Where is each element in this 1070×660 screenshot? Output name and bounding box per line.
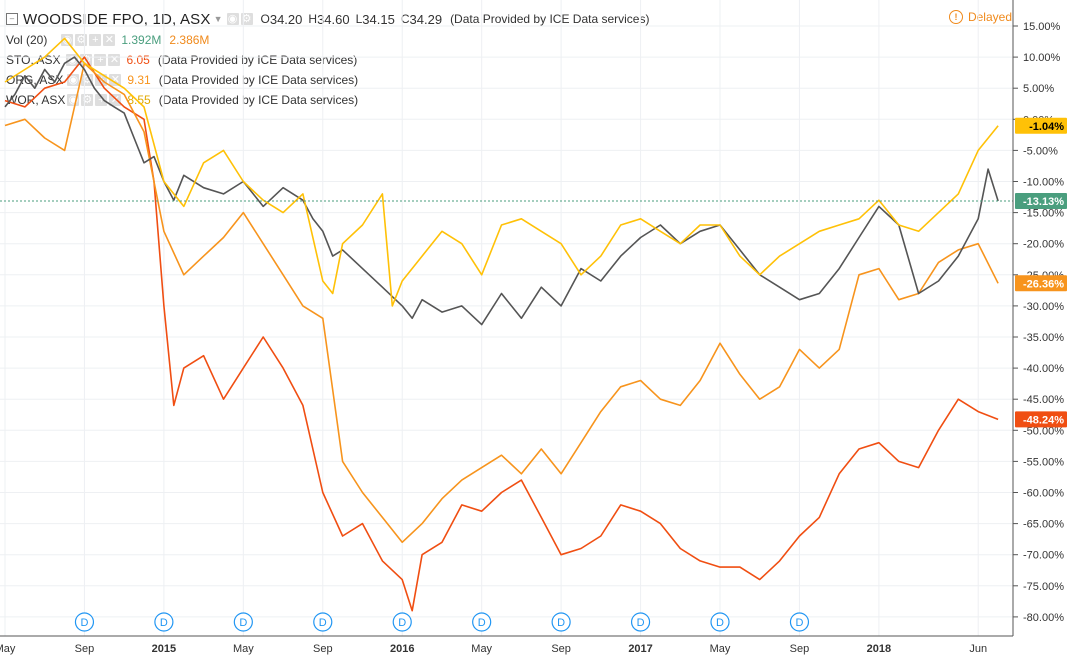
x-tick-label: 2018 (867, 643, 891, 655)
dividend-markers: DDDDDDDDDD (75, 613, 808, 631)
x-tick-label: May (710, 643, 731, 655)
dividend-letter: D (478, 617, 486, 629)
dividend-marker: D (473, 613, 491, 631)
last-value-label: -1.04% (1029, 121, 1064, 133)
x-tick-label: 2017 (628, 643, 652, 655)
y-tick-label: -80.00% (1023, 612, 1064, 624)
x-tick-label: Jun (969, 643, 987, 655)
series-line-sto (5, 57, 998, 611)
x-tick-label: May (0, 643, 16, 655)
x-tick-label: 2015 (152, 643, 176, 655)
y-tick-label: -45.00% (1023, 394, 1064, 406)
x-tick-label: May (233, 643, 254, 655)
dividend-letter: D (637, 617, 645, 629)
dividend-marker: D (632, 613, 650, 631)
y-tick-label: -10.00% (1023, 177, 1064, 189)
x-tick-label: Sep (75, 643, 95, 655)
y-tick-label: -35.00% (1023, 332, 1064, 344)
dividend-marker: D (234, 613, 252, 631)
dividend-letter: D (239, 617, 247, 629)
last-value-label: -26.36% (1023, 278, 1064, 290)
dividend-letter: D (557, 617, 565, 629)
dividend-marker: D (393, 613, 411, 631)
y-tick-label: -60.00% (1023, 488, 1064, 500)
dividend-letter: D (80, 617, 88, 629)
dividend-letter: D (795, 617, 803, 629)
y-tick-label: 15.00% (1023, 21, 1061, 33)
dividend-marker: D (790, 613, 808, 631)
series-line-wor (5, 38, 998, 306)
y-tick-label: 10.00% (1023, 52, 1061, 64)
y-tick-label: -5.00% (1023, 145, 1058, 157)
last-value-tag: -13.13% (1015, 193, 1067, 209)
series-layer (0, 38, 1013, 610)
x-tick-label: Sep (313, 643, 333, 655)
x-tick-label: May (471, 643, 492, 655)
x-tick-label: Sep (551, 643, 571, 655)
dividend-marker: D (155, 613, 173, 631)
dividend-letter: D (716, 617, 724, 629)
y-tick-label: -70.00% (1023, 550, 1064, 562)
x-tick-label: Sep (790, 643, 810, 655)
y-tick-label: -30.00% (1023, 301, 1064, 313)
grid (0, 0, 1013, 636)
y-tick-label: -65.00% (1023, 519, 1064, 531)
y-tick-label: -20.00% (1023, 239, 1064, 251)
y-tick-label: -15.00% (1023, 208, 1064, 220)
dividend-marker: D (314, 613, 332, 631)
dividend-marker: D (711, 613, 729, 631)
dividend-letter: D (398, 617, 406, 629)
y-tick-label: -75.00% (1023, 581, 1064, 593)
last-value-tag: -48.24% (1015, 411, 1067, 427)
last-value-tag: -1.04% (1015, 118, 1067, 134)
y-tick-label: -40.00% (1023, 363, 1064, 375)
dividend-marker: D (552, 613, 570, 631)
x-tick-label: 2016 (390, 643, 414, 655)
y-tick-label: -55.00% (1023, 456, 1064, 468)
last-value-label: -48.24% (1023, 414, 1064, 426)
y-tick-label: 5.00% (1023, 83, 1054, 95)
last-value-tag: -26.36% (1015, 275, 1067, 291)
dividend-letter: D (319, 617, 327, 629)
last-value-label: -13.13% (1023, 196, 1064, 208)
series-line-org (5, 63, 998, 542)
dividend-letter: D (160, 617, 168, 629)
dividend-marker: D (75, 613, 93, 631)
